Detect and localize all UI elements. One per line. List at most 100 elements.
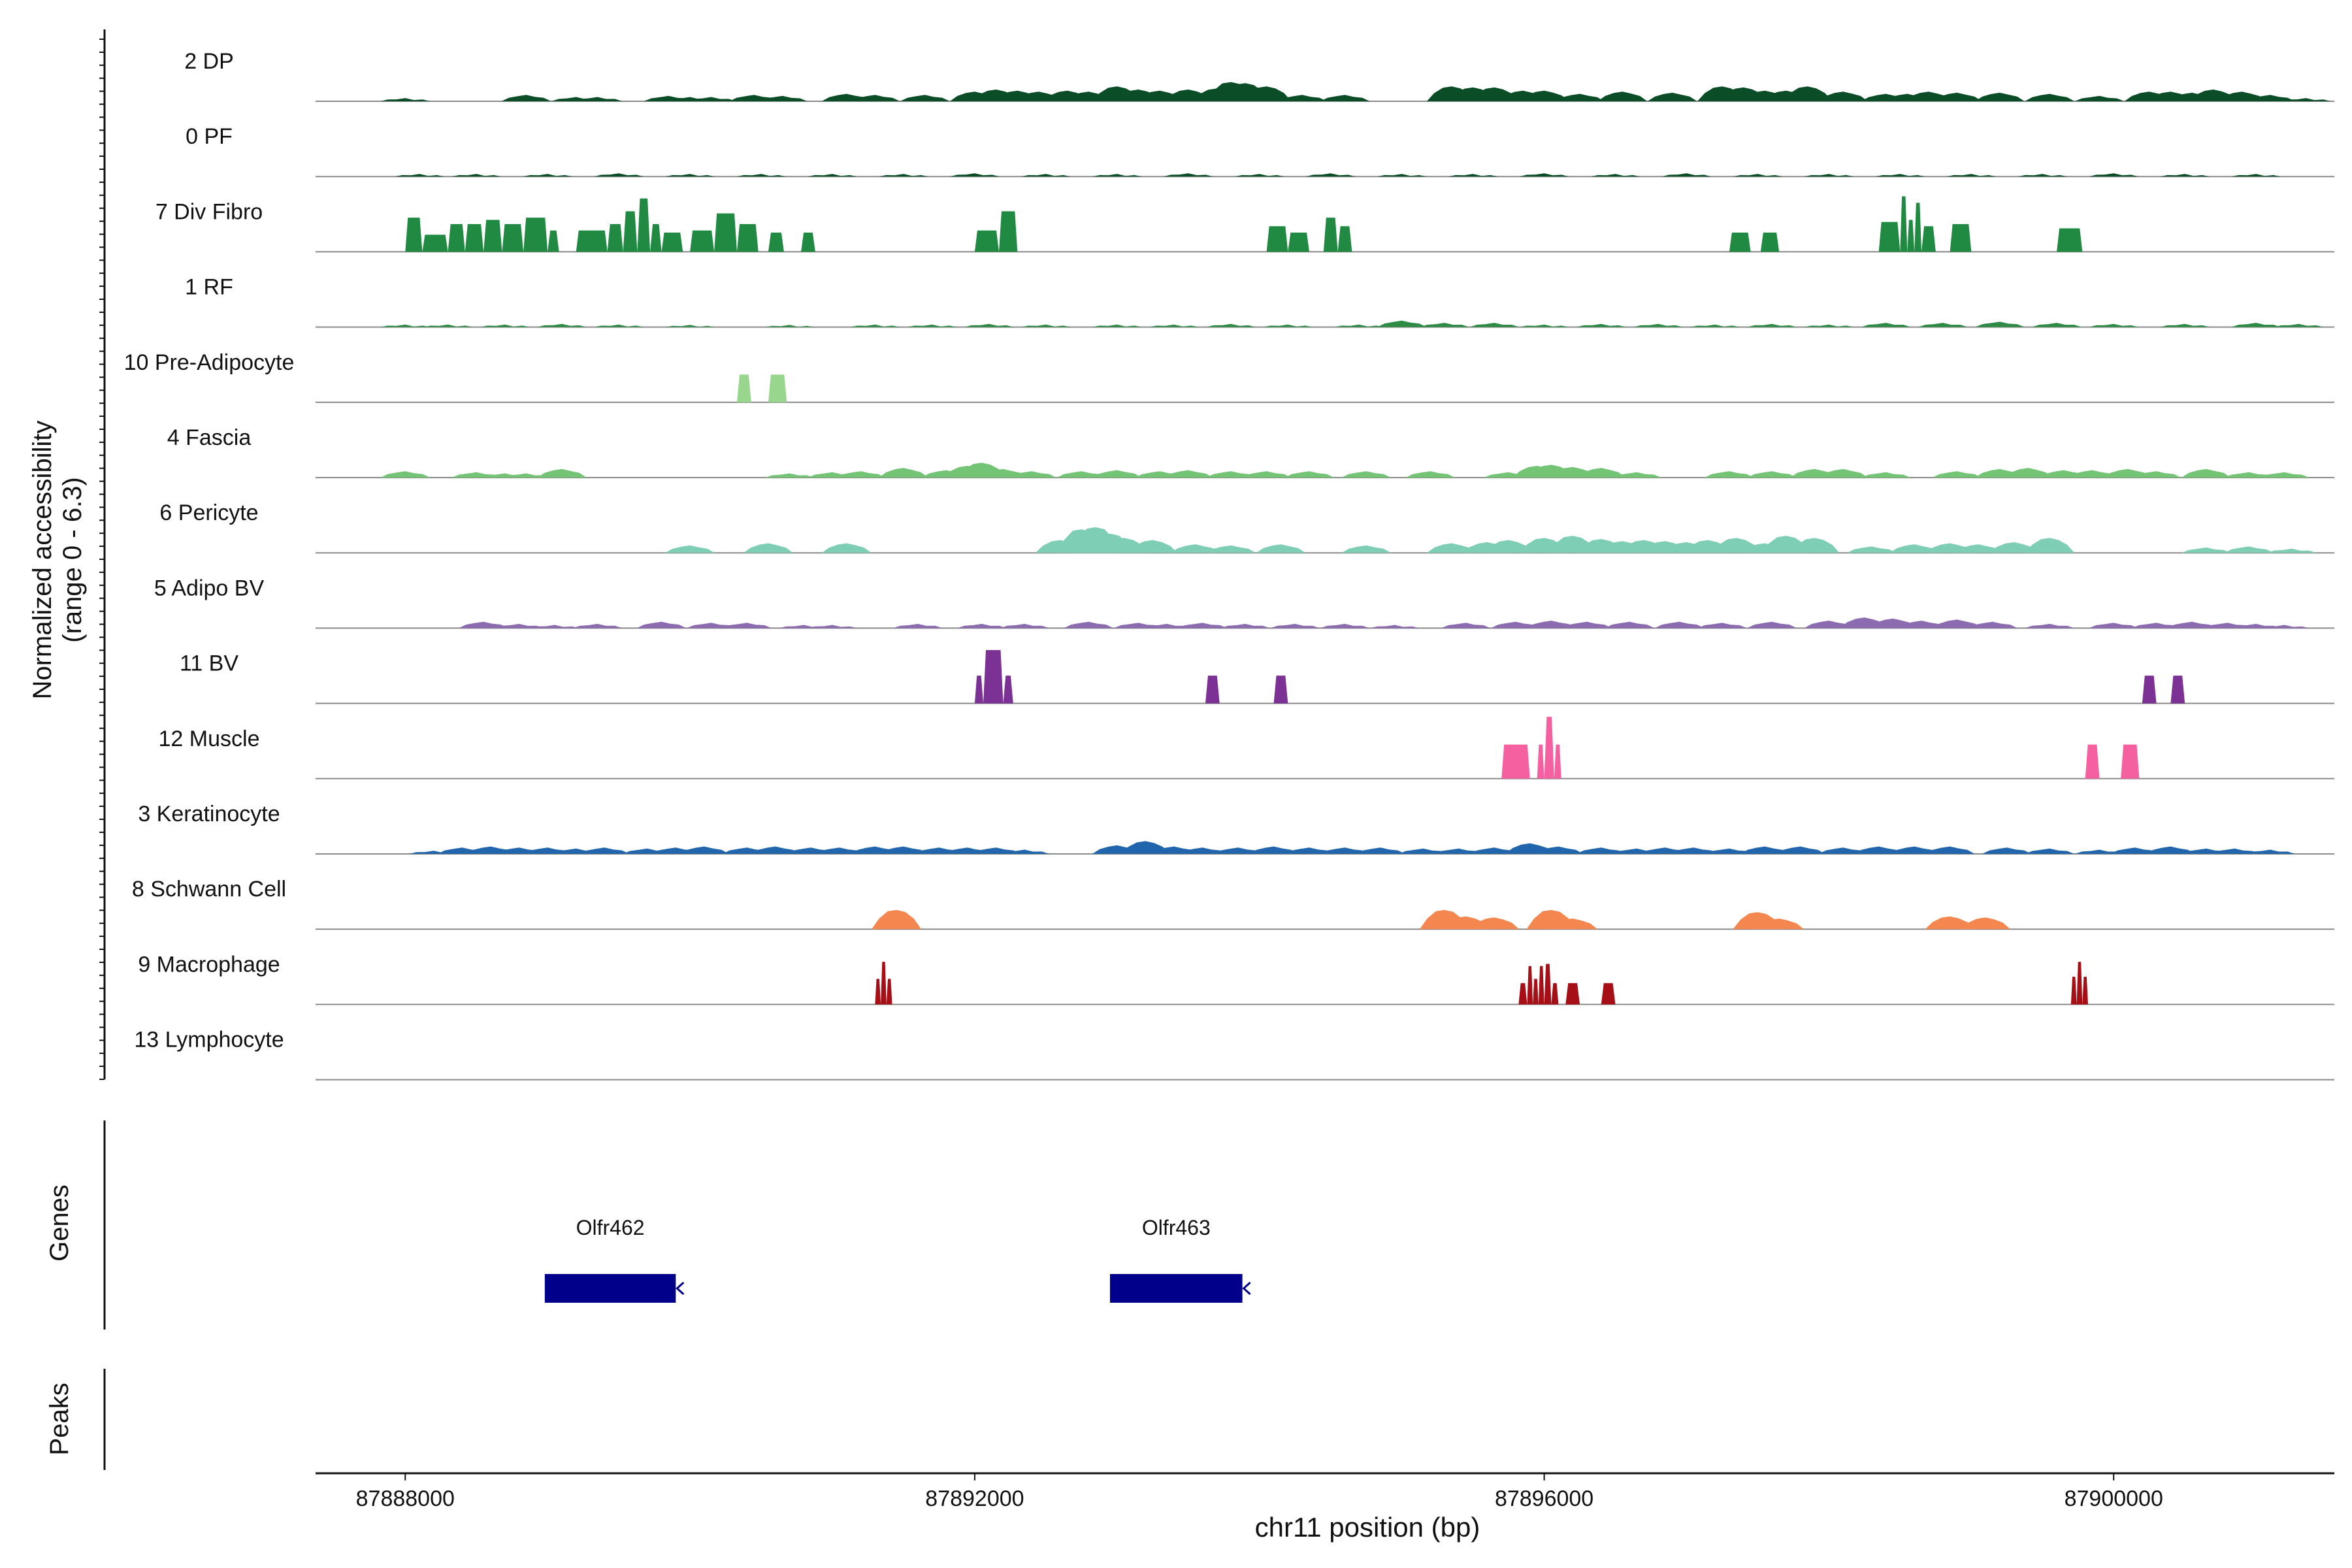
- coverage-peak: [1484, 540, 1534, 553]
- coverage-peak: [881, 962, 887, 1005]
- coverage-peak: [1249, 846, 1299, 854]
- coverage-peak: [2231, 323, 2281, 327]
- coverage-peak: [572, 623, 623, 629]
- coverage-peak: [1974, 321, 2025, 327]
- coverage-peak: [1420, 323, 1469, 327]
- track: 8 Schwann Cell: [132, 877, 2334, 930]
- coverage-peak: [650, 223, 662, 252]
- coverage-peak: [1284, 471, 1334, 478]
- coverage-peak: [1256, 544, 1306, 553]
- coverage-peak: [2074, 95, 2125, 101]
- track: 9 Macrophage: [138, 952, 2334, 1005]
- coverage-peak: [459, 621, 509, 629]
- coverage-peak: [1932, 619, 1982, 629]
- coverage-peak: [1704, 848, 1754, 854]
- coverage-peak: [572, 97, 623, 101]
- coverage-peak: [2067, 470, 2117, 478]
- coverage-peak: [1441, 623, 1491, 629]
- coverage-peak: [1519, 324, 1569, 327]
- coverage-peak: [1576, 847, 1626, 854]
- coverage-tracks: 2 DP 0 PF 7 Div Fibro 1 RF 10 Pre-Adipocyte 4…: [124, 49, 2334, 1081]
- coverage-peak: [423, 324, 473, 327]
- coverage-peak: [1263, 324, 1313, 327]
- track: 4 Fascia: [167, 425, 2334, 478]
- coverage-peak: [736, 174, 787, 177]
- x-tick-label: 87896000: [1495, 1486, 1593, 1511]
- coverage-peak: [2070, 976, 2077, 1005]
- coverage-peak: [850, 95, 900, 101]
- track: 5 Adipo BV: [154, 576, 2334, 629]
- coverage-peak: [1501, 744, 1530, 779]
- track: 10 Pre-Adipocyte: [124, 350, 2334, 403]
- track: 12 Muscle: [159, 717, 2334, 779]
- coverage-peak: [1177, 623, 1228, 629]
- coverage-peak: [1818, 468, 1869, 478]
- coverage-peak: [1234, 174, 1284, 177]
- coverage-peak: [879, 846, 928, 854]
- coverage-peak: [737, 223, 759, 252]
- coverage-peak: [1538, 966, 1544, 1005]
- y-axis-label: Normalized accessibility: [28, 421, 57, 700]
- coverage-peak: [1789, 538, 1840, 553]
- coverage-peak: [949, 173, 1000, 177]
- coverage-peak: [1754, 918, 1805, 930]
- coverage-peak: [1974, 92, 2025, 101]
- coverage-peak: [2259, 472, 2310, 478]
- coverage-peak: [1426, 543, 1477, 553]
- coverage-peak: [1925, 846, 1975, 854]
- coverage-peak: [1273, 676, 1288, 704]
- coverage-peak: [1170, 544, 1220, 553]
- coverage-peak: [1544, 717, 1554, 779]
- coverage-peak: [1341, 545, 1392, 553]
- coverage-peak: [907, 324, 957, 327]
- peaks-panel-label: Peaks: [45, 1382, 74, 1455]
- track: 0 PF: [186, 124, 2334, 178]
- coverage-peak: [1320, 95, 1370, 101]
- coverage-peak: [2181, 468, 2231, 478]
- coverage-peak: [1597, 91, 1648, 101]
- y-axis-range-label: (range 0 - 6.3): [58, 477, 87, 642]
- x-tick-label: 87900000: [2065, 1486, 2163, 1511]
- track: 6 Pericyte: [159, 500, 2334, 554]
- coverage-peak: [1356, 847, 1405, 854]
- coverage-peak: [405, 218, 423, 252]
- coverage-peak: [900, 95, 950, 101]
- coverage-peak: [1747, 621, 1797, 629]
- coverage-peak: [1320, 623, 1370, 629]
- coverage-peak: [1220, 623, 1270, 629]
- coverage-peak: [502, 223, 524, 252]
- coverage-peak: [1914, 203, 1922, 252]
- coverage-peak: [757, 95, 808, 101]
- coverage-peak: [892, 623, 943, 629]
- coverage-peak: [1551, 983, 1559, 1005]
- coverage-peak: [1775, 846, 1825, 854]
- coverage-peak: [501, 95, 551, 101]
- coverage-peak: [1878, 221, 1901, 252]
- track-label: 5 Adipo BV: [154, 576, 265, 600]
- coverage-peak: [2210, 848, 2260, 854]
- coverage-peak: [1846, 546, 1897, 553]
- coverage-peak: [1729, 233, 1751, 252]
- coverage-peak: [1897, 621, 1947, 629]
- coverage-peak: [2259, 625, 2310, 629]
- coverage-peak: [1968, 621, 2017, 629]
- coverage-peak: [2025, 623, 2075, 629]
- coverage-peak: [974, 230, 999, 252]
- coverage-peak: [2110, 847, 2160, 854]
- coverage-peak: [1900, 196, 1908, 252]
- coverage-peak: [1861, 472, 1911, 478]
- track-label: 8 Schwann Cell: [132, 877, 286, 902]
- coverage-peak: [1740, 846, 1790, 854]
- coverage-peak: [594, 173, 644, 177]
- coverage-peak: [1982, 847, 2032, 854]
- coverage-peak: [2281, 98, 2331, 101]
- coverage-peak: [750, 846, 800, 854]
- coverage-peak: [2076, 962, 2083, 1005]
- coverage-peak: [1747, 323, 1797, 327]
- coverage-peak: [523, 218, 548, 252]
- gene-strand-arrow: [1242, 1281, 1251, 1296]
- coverage-peak: [422, 235, 448, 252]
- track: 7 Div Fibro: [155, 196, 2334, 253]
- coverage-peak: [1337, 226, 1352, 252]
- coverage-peak: [2224, 472, 2274, 478]
